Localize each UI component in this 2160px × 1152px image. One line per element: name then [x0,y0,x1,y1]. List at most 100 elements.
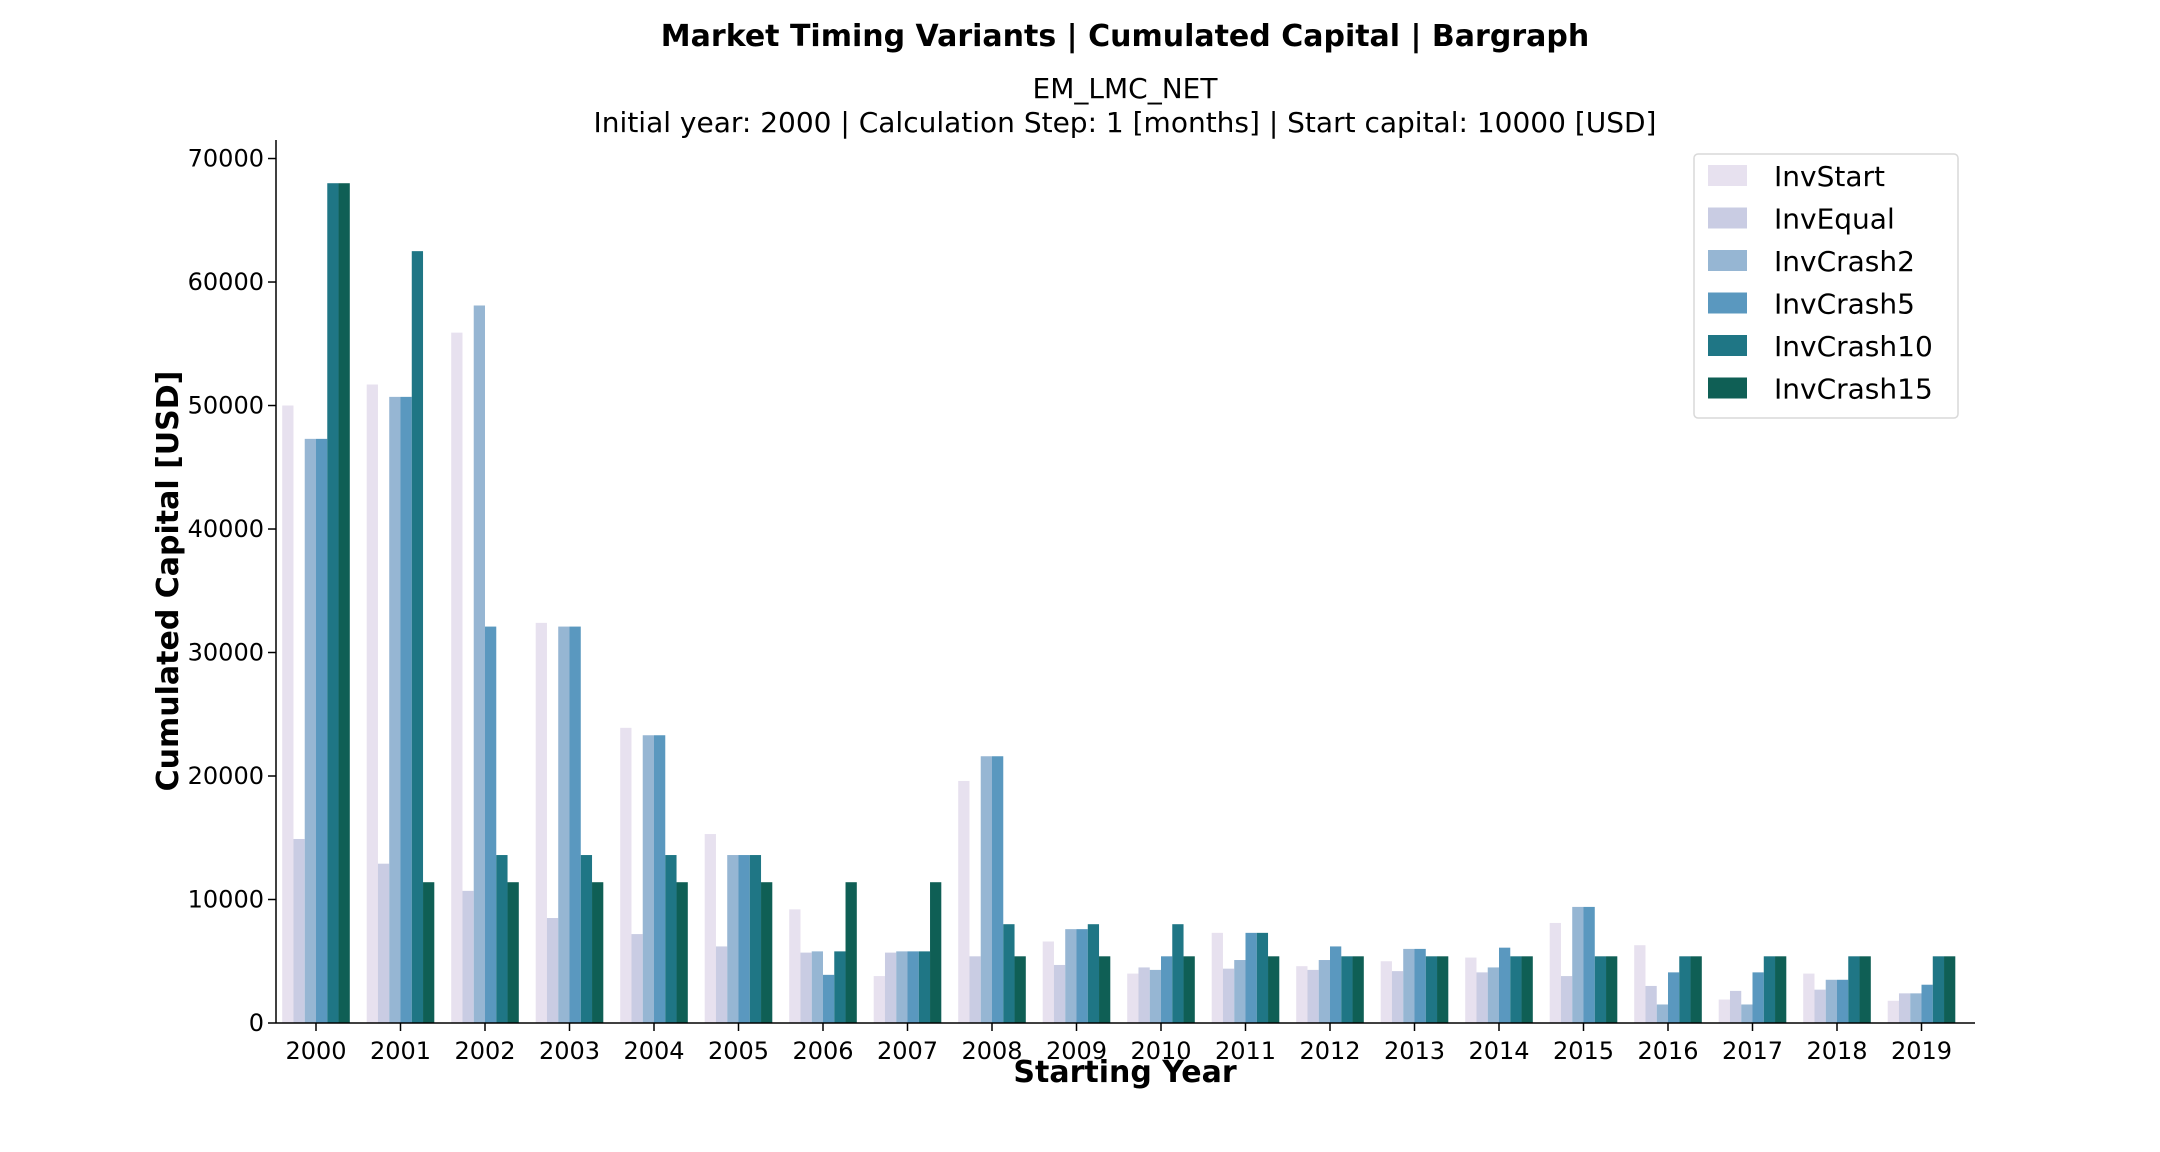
bar-invcrash2-2007 [896,951,908,1023]
legend: InvStart InvEqual InvCrash2 InvCrash5 InvCra… [1693,153,1959,419]
bar-invcrash2-2009 [1065,929,1077,1023]
bar-invequal-2010 [1138,967,1150,1023]
bar-invcrash2-2014 [1487,967,1499,1023]
bar-invcrash5-2010 [1161,956,1173,1023]
bar-invcrash15-2003 [592,882,604,1023]
bar-invcrash10-2008 [1003,924,1015,1023]
bar-invcrash15-2009 [1099,956,1111,1023]
bar-invcrash10-2007 [918,951,931,1023]
bar-invcrash2-2008 [980,756,992,1023]
bar-invcrash15-2000 [338,183,350,1024]
y-tick-label: 10000 [188,886,264,914]
bar-invequal-2012 [1307,969,1319,1023]
bar-invcrash2-2018 [1825,979,1837,1023]
bar-invstart-2012 [1296,966,1308,1023]
bar-invcrash10-2004 [665,855,677,1023]
y-tick-label: 30000 [188,639,264,667]
bar-invcrash2-2005 [727,855,739,1023]
x-tick-label: 2000 [285,1037,346,1065]
bars-group [282,183,1956,1024]
bar-invcrash5-2012 [1330,946,1342,1023]
bar-invcrash10-2017 [1763,956,1776,1023]
bar-invstart-2000 [282,405,294,1023]
x-tick-label: 2017 [1722,1037,1783,1065]
bar-invcrash10-2018 [1848,956,1860,1023]
bar-invcrash15-2008 [1014,956,1026,1023]
bar-invcrash10-2000 [327,183,339,1024]
bar-invequal-2013 [1391,971,1404,1023]
bar-invcrash5-2016 [1668,972,1680,1023]
bar-invstart-2003 [535,622,547,1023]
x-tick-label: 2001 [370,1037,431,1065]
bar-invstart-2002 [451,332,463,1023]
bar-invstart-2014 [1465,957,1477,1023]
legend-frame [1693,153,1959,419]
bar-invcrash5-2008 [992,756,1004,1023]
y-tick-label: 70000 [188,145,264,173]
bar-invcrash5-2019 [1921,984,1933,1023]
y-tick-label: 60000 [188,268,264,296]
chart-title: Market Timing Variants | Cumulated Capit… [661,19,1589,54]
bar-invcrash2-2013 [1403,948,1415,1023]
bar-invcrash10-2011 [1256,932,1269,1023]
y-tick-label: 0 [249,1009,264,1037]
bar-invequal-2016 [1645,985,1657,1023]
bar-invequal-2015 [1560,976,1573,1023]
bar-invequal-2009 [1053,964,1066,1023]
bar-invcrash5-2014 [1499,947,1511,1023]
legend-swatch-invcrash5 [1708,292,1747,314]
bar-invcrash10-2009 [1087,924,1100,1023]
bar-invcrash10-2016 [1679,956,1691,1023]
x-tick-label: 2015 [1553,1037,1614,1065]
bar-invcrash2-2015 [1572,906,1584,1023]
bar-invstart-2007 [873,976,885,1023]
x-tick-label: 2004 [623,1037,684,1065]
x-tick-label: 2007 [877,1037,938,1065]
x-tick-label: 2013 [1384,1037,1445,1065]
bar-invstart-2018 [1803,973,1815,1023]
bar-invcrash15-2012 [1352,956,1364,1023]
bar-invstart-2001 [366,384,378,1023]
legend-label-invequal: InvEqual [1774,203,1895,236]
x-tick-label: 2002 [454,1037,515,1065]
bar-invcrash15-2004 [676,882,688,1023]
x-axis-label: Starting Year [1013,1055,1236,1090]
bar-invcrash10-2006 [834,951,846,1023]
bar-invstart-2019 [1887,1000,1899,1023]
bar-invequal-2014 [1476,972,1488,1023]
x-tick-label: 2012 [1299,1037,1360,1065]
chart-subtitle-parameters: Initial year: 2000 | Calculation Step: 1… [594,106,1657,139]
bar-invcrash5-2015 [1583,906,1595,1023]
x-tick-label: 2018 [1806,1037,1867,1065]
legend-label-invstart: InvStart [1774,160,1885,193]
bar-invcrash5-2011 [1245,932,1257,1023]
bar-invcrash10-2012 [1341,956,1353,1023]
bar-invequal-2002 [462,890,474,1023]
bar-invcrash15-2007 [930,882,942,1023]
bar-invcrash15-2002 [507,882,519,1023]
bar-invcrash2-2019 [1910,993,1922,1023]
bar-invequal-2007 [884,952,897,1023]
bar-invcrash5-2006 [823,974,835,1023]
legend-label-invcrash2: InvCrash2 [1774,245,1915,278]
bar-invcrash2-2002 [473,305,485,1023]
bar-invequal-2008 [969,956,981,1023]
bar-invcrash15-2016 [1690,956,1702,1023]
legend-label-invcrash10: InvCrash10 [1774,330,1933,363]
bar-invstart-2015 [1549,922,1561,1023]
bar-invcrash15-2014 [1521,956,1533,1023]
bar-invcrash15-2015 [1606,956,1618,1023]
bar-invcrash5-2004 [654,735,666,1023]
bar-invequal-2003 [546,918,559,1023]
bar-invcrash2-2004 [642,735,654,1023]
bar-invstart-2013 [1380,961,1392,1023]
bar-invcrash5-2007 [907,951,919,1023]
bar-invcrash15-2010 [1183,956,1195,1023]
legend-label-invcrash15: InvCrash15 [1774,373,1933,406]
y-tick-label: 20000 [188,762,264,790]
bar-invcrash5-2000 [316,438,328,1023]
bar-invcrash15-2018 [1859,956,1871,1023]
bar-invcrash5-2013 [1414,948,1426,1023]
bar-invcrash2-2012 [1318,960,1330,1023]
